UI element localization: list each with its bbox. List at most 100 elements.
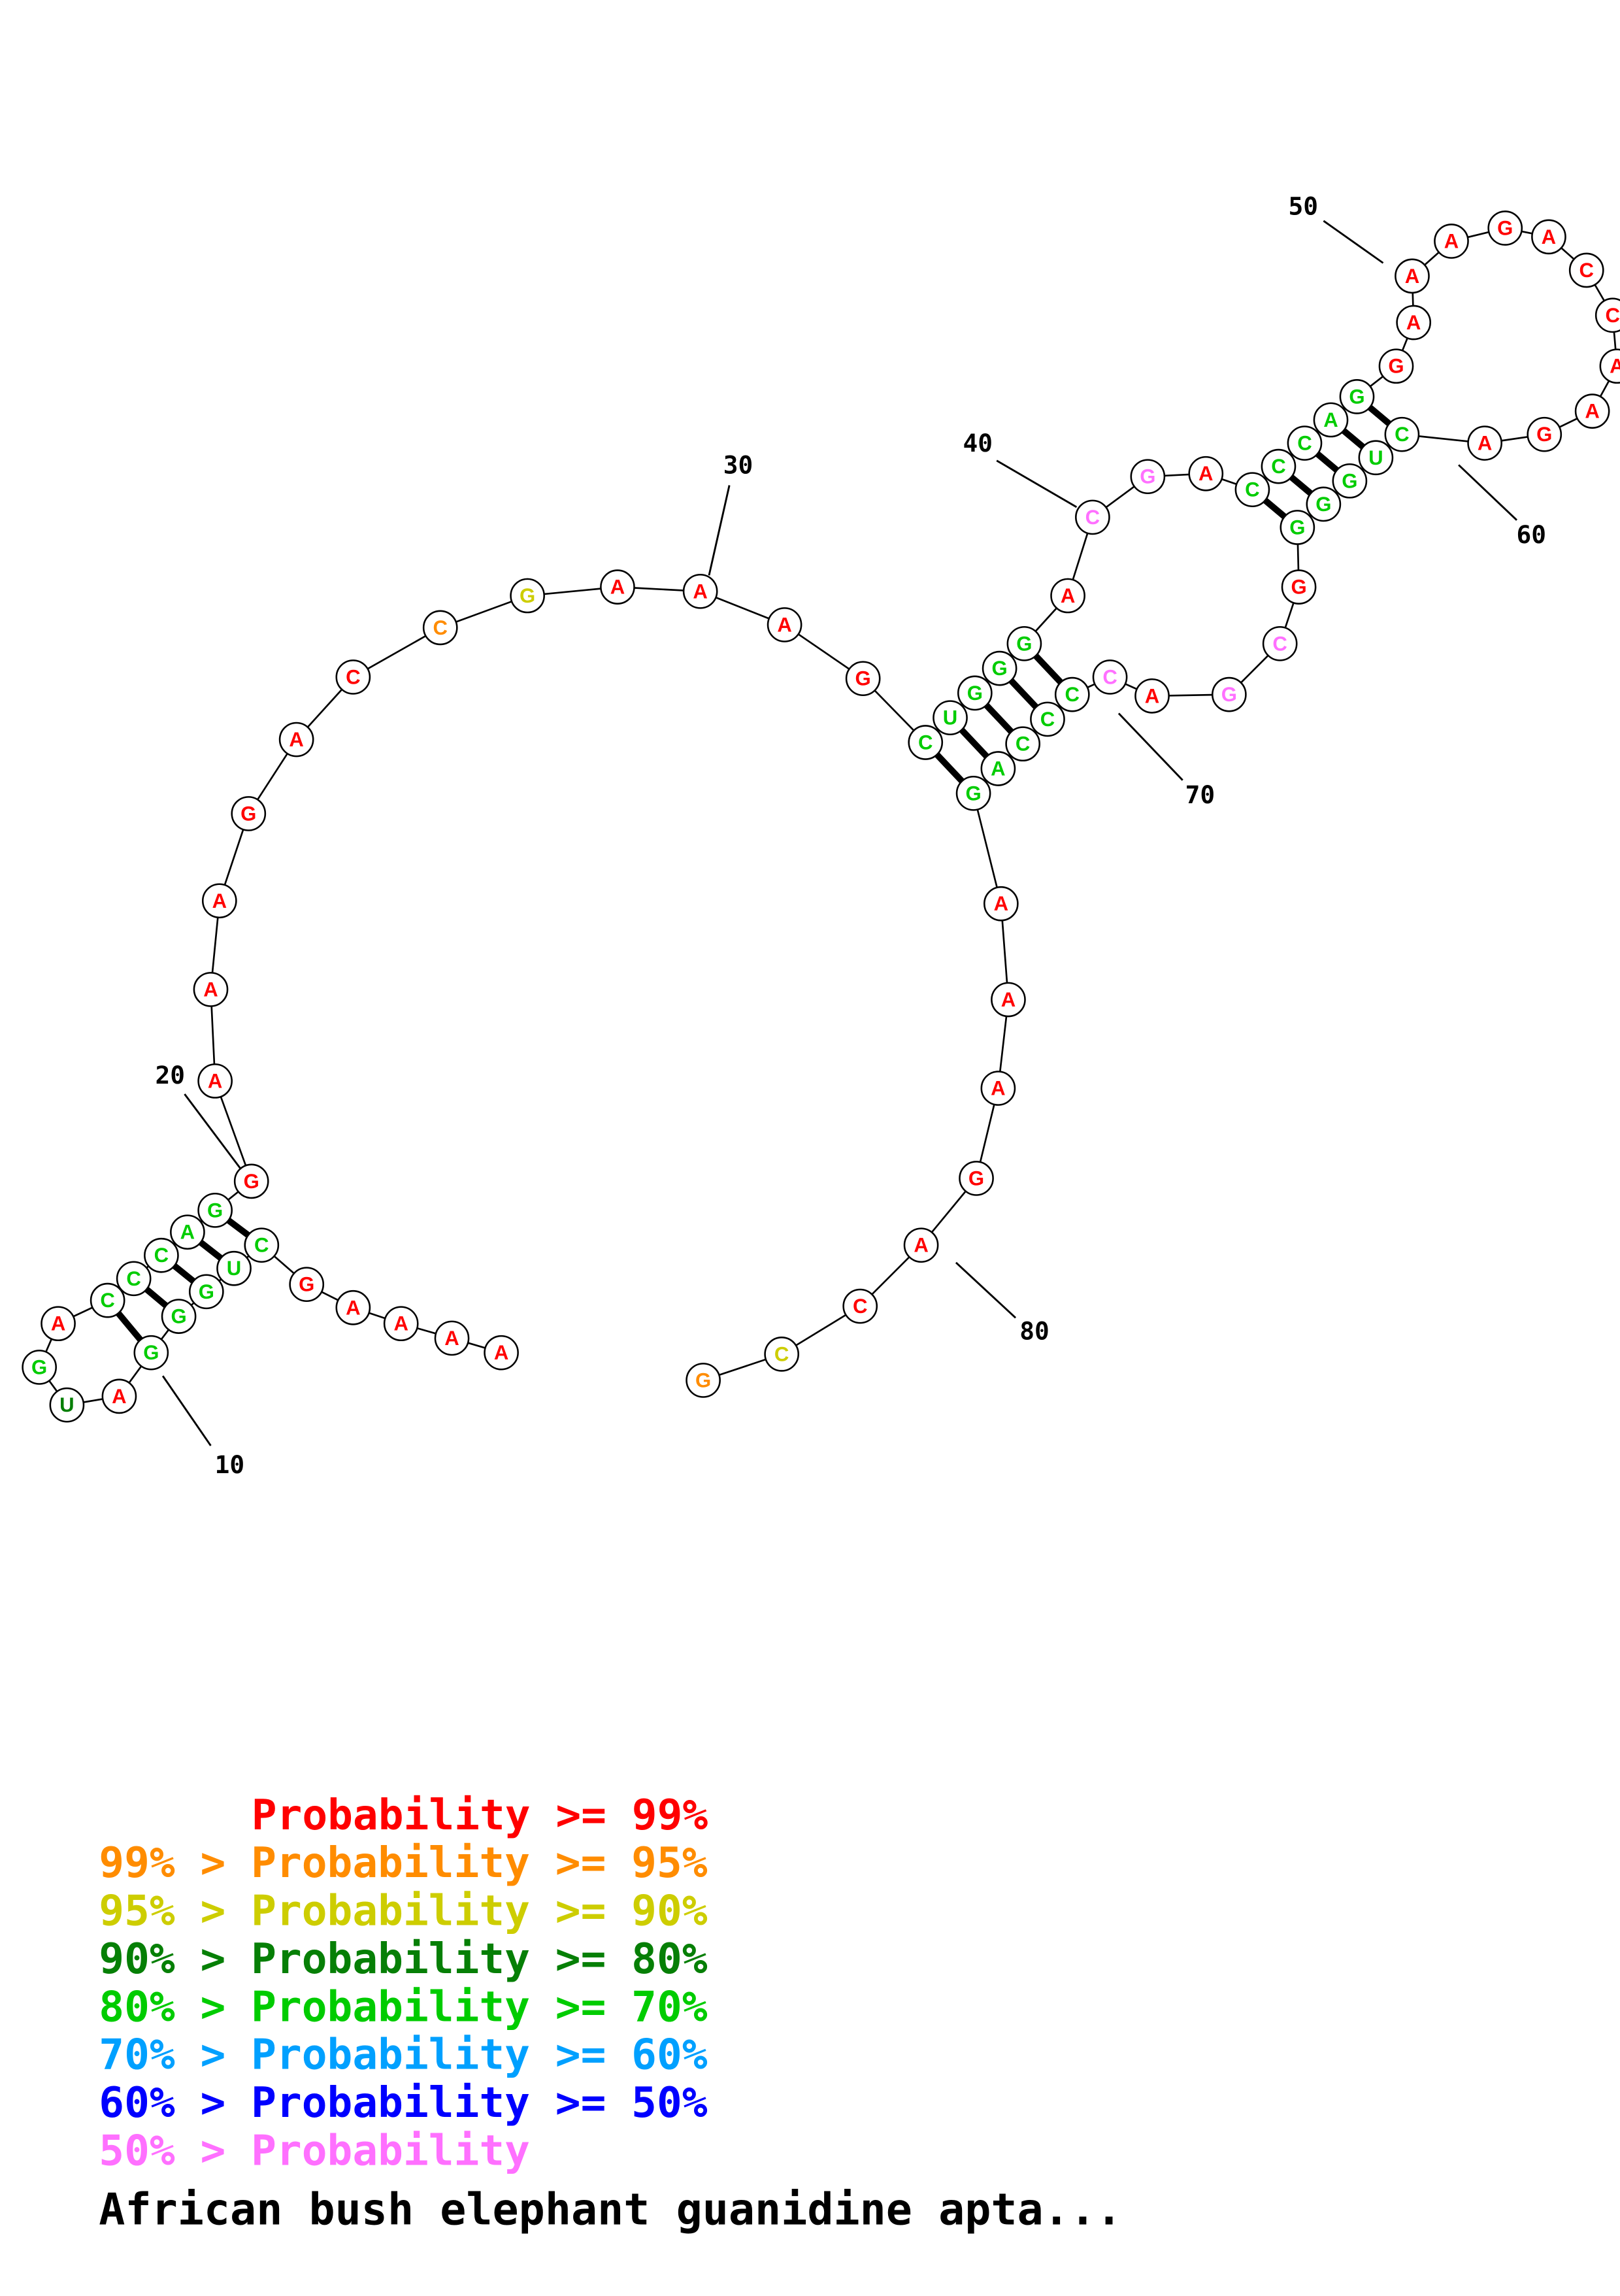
- nucleotide-circle: [216, 1250, 252, 1286]
- nucleotide-circle: [1212, 676, 1247, 712]
- nucleotide-circle: [335, 659, 371, 695]
- nucleotide-circle: [845, 661, 881, 697]
- nucleotide-circle: [1527, 416, 1562, 452]
- nucleotide-letter: A: [203, 978, 218, 1001]
- nucleotide-letter: C: [1065, 683, 1080, 706]
- label-leader-line: [1117, 712, 1183, 781]
- nucleotide-letter: A: [1061, 584, 1075, 607]
- nucleotide-letter: G: [968, 1167, 984, 1190]
- nucleotide-circle: [933, 700, 968, 736]
- nucleotide-letter: A: [693, 580, 707, 603]
- nucleotide-letter: A: [914, 1234, 928, 1257]
- nucleotide-circle: [1005, 726, 1041, 762]
- nucleotide-letter: G: [520, 584, 535, 607]
- nucleotide-circle: [144, 1237, 179, 1273]
- nucleotide-letter: A: [346, 1296, 360, 1319]
- nucleotide-letter: C: [1016, 733, 1030, 756]
- nucleotide-circle: [49, 1387, 85, 1423]
- nucleotide-letter: C: [1606, 304, 1620, 327]
- nucleotide-letter: A: [1444, 230, 1459, 253]
- nucleotide-letter: A: [112, 1385, 126, 1408]
- nucleotide-letter: A: [1198, 462, 1213, 485]
- position-label: 70: [1185, 780, 1215, 809]
- nucleotide-circle: [600, 569, 635, 605]
- nucleotide-circle: [1075, 499, 1110, 535]
- legend-row-3: 90% > Probability >= 80%: [99, 1935, 707, 1984]
- nucleotide-letter: C: [1297, 432, 1312, 455]
- position-label: 10: [215, 1450, 245, 1479]
- nucleotide-letter: A: [393, 1312, 408, 1335]
- position-label: 50: [1288, 192, 1318, 221]
- nucleotide-letter: A: [1478, 432, 1492, 455]
- nucleotide-letter: G: [299, 1273, 314, 1296]
- nucleotide-circle: [197, 1192, 233, 1228]
- nucleotide-letter: G: [1289, 516, 1305, 539]
- nucleotide-letter: C: [1271, 455, 1285, 478]
- nucleotide-letter: G: [695, 1369, 711, 1391]
- nucleotide-circle: [908, 725, 944, 760]
- nucleotide-letter: A: [1323, 408, 1338, 431]
- nucleotide-letter: G: [1536, 423, 1552, 446]
- nucleotide-circle: [170, 1214, 205, 1250]
- nucleotide-circle: [188, 1274, 224, 1310]
- label-leader-line: [955, 1261, 1017, 1319]
- nucleotide-circle: [686, 1363, 721, 1398]
- nucleotide-circle: [133, 1335, 169, 1371]
- nucleotide-letter: G: [1349, 385, 1364, 408]
- nucleotide-circle: [1599, 348, 1620, 384]
- nucleotide-circle: [1287, 425, 1323, 461]
- nucleotide-circle: [1574, 393, 1610, 429]
- nucleotide-circle: [1030, 701, 1065, 737]
- nucleotide-circle: [764, 1337, 799, 1372]
- nucleotide-circle: [41, 1306, 76, 1342]
- position-label: 60: [1517, 520, 1547, 549]
- nucleotide-letter: C: [1395, 423, 1409, 446]
- label-leader-line: [996, 459, 1078, 508]
- nucleotide-letter: G: [31, 1356, 47, 1378]
- nucleotide-circle: [955, 775, 991, 811]
- nucleotide-circle: [1384, 416, 1420, 452]
- nucleotide-letter: G: [1016, 632, 1032, 655]
- nucleotide-letter: A: [180, 1221, 195, 1244]
- nucleotide-circle: [1332, 463, 1368, 499]
- nucleotide-circle: [1313, 402, 1349, 438]
- nucleotide-circle: [193, 972, 229, 1007]
- nucleotide-letter: G: [1342, 469, 1357, 492]
- nucleotide-circle: [991, 982, 1026, 1018]
- nucleotide-letter: G: [1388, 355, 1404, 378]
- nucleotide-circle: [1280, 510, 1315, 545]
- nucleotide-letter: A: [994, 892, 1008, 915]
- nucleotide-circle: [1092, 659, 1128, 695]
- nucleotide-letter: G: [965, 782, 981, 805]
- nucleotide-circle: [201, 883, 237, 919]
- nucleotide-circle: [1339, 379, 1375, 414]
- nucleotide-letter: G: [199, 1280, 214, 1303]
- nucleotide-letter: C: [1085, 506, 1100, 529]
- nucleotide-letter: A: [777, 613, 791, 636]
- nucleotide-circle: [22, 1350, 58, 1385]
- nucleotide-circle: [1378, 348, 1414, 384]
- nucleotide-circle: [1306, 486, 1342, 522]
- nucleotide-letter: A: [494, 1341, 508, 1364]
- nucleotide-circle: [1358, 440, 1394, 476]
- label-leader-line: [1323, 220, 1384, 264]
- legend-row-1: 99% > Probability >= 95%: [99, 1838, 707, 1888]
- nucleotide-letter: C: [918, 731, 933, 754]
- nucleotide-circle: [116, 1261, 152, 1297]
- nucleotide-letter: A: [1406, 311, 1421, 334]
- nucleotide-letter: G: [143, 1341, 159, 1364]
- nucleotide-circle: [957, 675, 993, 711]
- nucleotide-letter: G: [240, 802, 256, 825]
- nucleotide-circle: [233, 1163, 269, 1199]
- legend-row-5: 70% > Probability >= 60%: [99, 2031, 707, 2080]
- position-label: 40: [963, 429, 993, 458]
- nucleotide-circle: [90, 1282, 125, 1318]
- nucleotide-letter: C: [853, 1295, 867, 1318]
- nucleotide-circle: [1595, 297, 1620, 333]
- nucleotide-circle: [842, 1288, 878, 1324]
- nucleotide-circle: [1396, 305, 1432, 341]
- label-leader-line: [1458, 464, 1518, 521]
- nucleotide-circle: [959, 1161, 994, 1196]
- nucleotide-letter: U: [227, 1257, 241, 1280]
